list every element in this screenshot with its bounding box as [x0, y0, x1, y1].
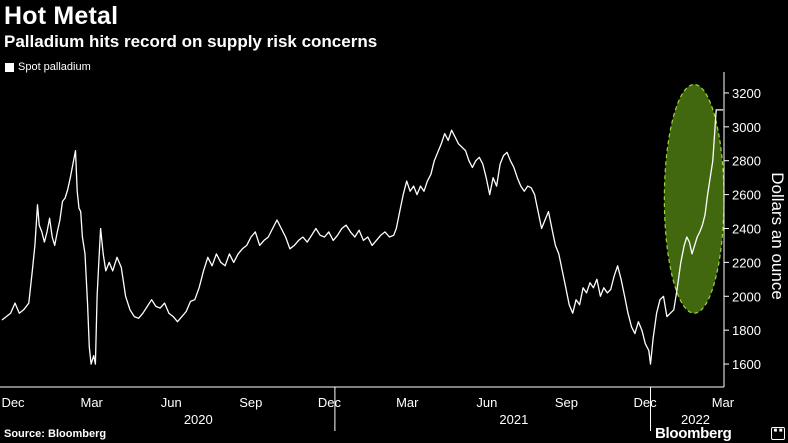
- x-tick-label: Dec: [1, 395, 25, 410]
- legend-swatch: [5, 62, 14, 72]
- chart-title: Hot Metal: [4, 2, 119, 30]
- x-tick-label: Mar: [80, 395, 103, 410]
- year-label: 2021: [499, 412, 528, 427]
- legend: Spot palladium: [5, 61, 91, 73]
- x-tick-label: Sep: [239, 395, 262, 410]
- x-tick-label: Mar: [396, 395, 419, 410]
- year-label: 2022: [681, 412, 710, 427]
- x-tick-label: Dec: [634, 395, 658, 410]
- series-line-0: [1, 109, 724, 365]
- x-tick-label: Jun: [161, 395, 182, 410]
- y-tick-label: 2600: [732, 188, 761, 203]
- y-tick-label: 1600: [732, 357, 761, 372]
- x-tick-label: Dec: [318, 395, 342, 410]
- y-tick-label: 3200: [732, 86, 761, 101]
- legend-label: Spot palladium: [18, 61, 91, 73]
- bloomberg-logo: Bloomberg: [655, 425, 732, 442]
- y-tick-label: 2400: [732, 222, 761, 237]
- x-tick-label: Jun: [476, 395, 497, 410]
- y-tick-label: 1800: [732, 323, 761, 338]
- y-tick-label: 3000: [732, 120, 761, 135]
- year-label: 2020: [184, 412, 213, 427]
- chart-subtitle: Palladium hits record on supply risk con…: [4, 32, 378, 51]
- x-tick-label: Mar: [712, 395, 735, 410]
- y-axis-label: Dollars an ounce: [768, 172, 787, 300]
- bloomberg-mark-icon: ■ ■: [771, 427, 785, 440]
- source-note: Source: Bloomberg: [4, 428, 107, 440]
- y-tick-label: 2800: [732, 154, 761, 169]
- y-tick-label: 2200: [732, 255, 761, 270]
- y-tick-label: 2000: [732, 289, 761, 304]
- x-tick-label: Sep: [555, 395, 578, 410]
